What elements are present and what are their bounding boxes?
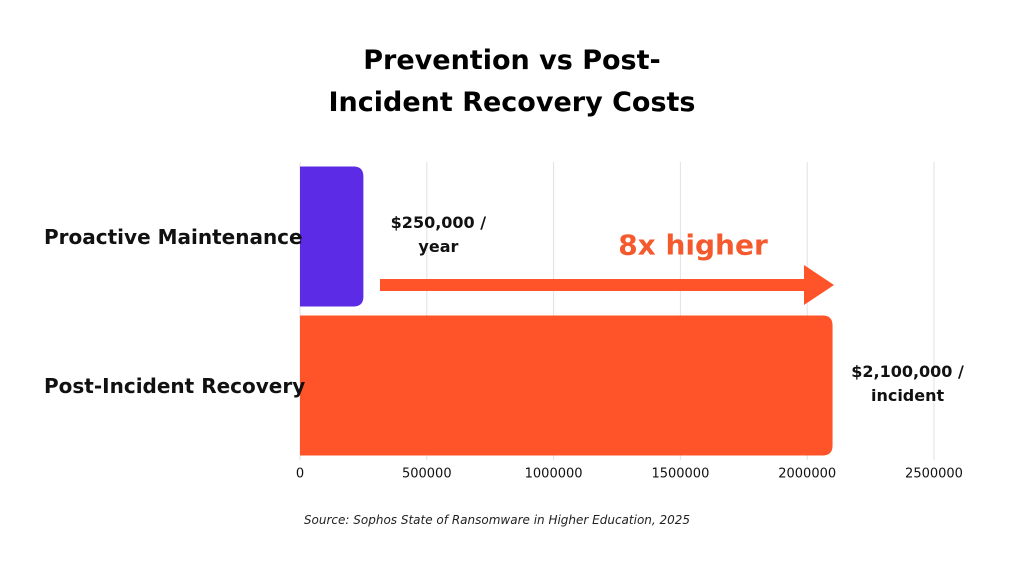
x-tick-label: 2500000 (905, 467, 963, 482)
bar (300, 315, 833, 456)
x-tick-label: 500000 (402, 467, 452, 482)
category-label: Post-Incident Recovery (44, 373, 306, 398)
bar (300, 166, 364, 307)
x-tick-label: 1000000 (525, 467, 583, 482)
x-tick-label: 0 (296, 467, 304, 482)
value-label: $2,100,000 / incident (851, 361, 964, 405)
arrow-head (804, 265, 834, 305)
category-label: Proactive Maintenance (44, 224, 303, 249)
bars (300, 166, 833, 456)
chart-title: Prevention vs Post-Incident Recovery Cos… (328, 45, 696, 118)
annotation: 8x higher (618, 228, 768, 262)
x-tick-label: 2000000 (778, 467, 836, 482)
value-label: $250,000 / year (390, 212, 487, 256)
arrow (380, 265, 834, 305)
arrow-shaft (380, 279, 806, 291)
x-tick-label: 1500000 (651, 467, 709, 482)
source: Source: Sophos State of Ransomware in Hi… (303, 513, 691, 527)
